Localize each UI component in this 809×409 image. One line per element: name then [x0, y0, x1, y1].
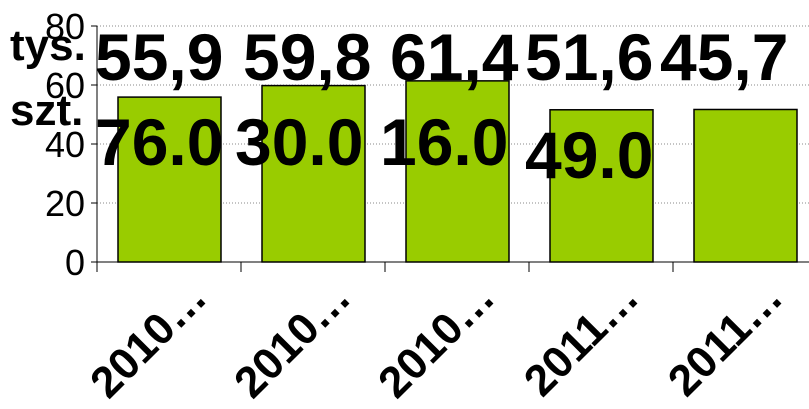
annotation: 30.0 [235, 105, 363, 179]
y-tick-label: 20 [45, 183, 85, 224]
y-axis-label: tys. [10, 21, 86, 70]
x-tick-label: 2010… [81, 272, 216, 407]
y-tick-label: 80 [45, 6, 85, 47]
y-tick-label: 0 [65, 242, 85, 283]
bar [405, 80, 510, 263]
annotation: 49.0 [525, 118, 653, 192]
annotation: 45,7 [660, 20, 788, 94]
x-tick-label: 2011… [659, 272, 792, 405]
y-axis-label: szt. [10, 86, 83, 135]
y-tick-label: 40 [45, 124, 85, 165]
annotation: 16.0 [380, 105, 508, 179]
y-tick-label: 60 [45, 65, 85, 106]
x-tick-label: 2011… [515, 272, 648, 405]
bar [261, 84, 366, 263]
annotation: 55,9 [95, 20, 223, 94]
annotation: 76.0 [95, 105, 223, 179]
x-tick-label: 2010… [225, 272, 360, 407]
annotation: 51,6 [525, 20, 653, 94]
bar [693, 108, 798, 263]
annotation: 59,8 [243, 20, 371, 94]
bar [117, 96, 222, 263]
x-tick-label: 2010… [369, 272, 504, 407]
annotation: 61,4 [390, 20, 519, 94]
bar [549, 109, 654, 263]
